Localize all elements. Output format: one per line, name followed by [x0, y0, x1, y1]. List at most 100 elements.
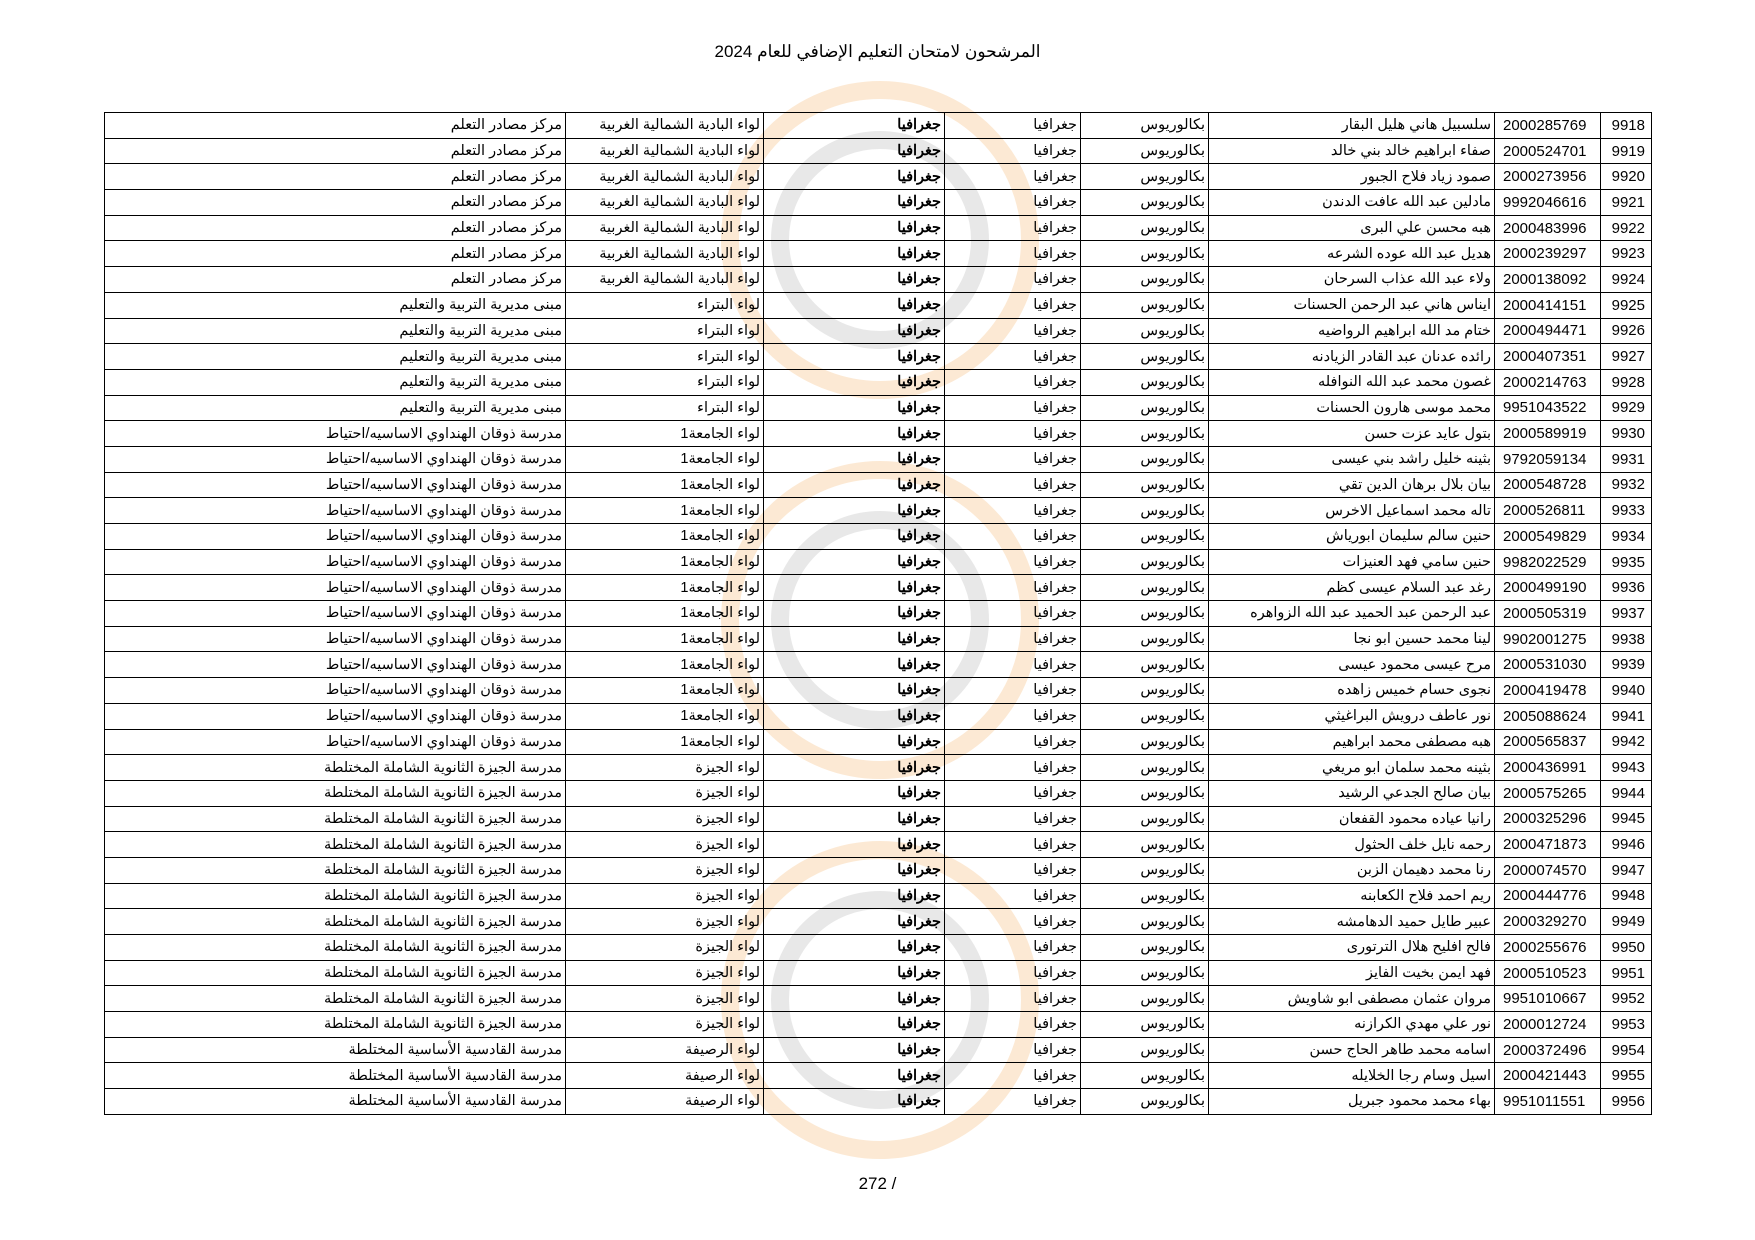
candidate-name-cell: مرح عيسى محمود عيسى — [1208, 651, 1495, 679]
table-row: 9954 2000372496 اسامه محمد طاهر الحاج حسن ب… — [104, 1036, 1652, 1064]
major-cell: جغرافيا — [944, 959, 1081, 987]
table-row: 9943 2000436991 بثينه محمد سلمان ابو مريغي… — [104, 754, 1652, 781]
exam-subject-cell: جغرافيا — [763, 934, 945, 961]
table-row: 9948 2000444776 ريم احمد فلاح الكعابنه بكال… — [104, 882, 1652, 910]
district-cell: لواء الجامعة1 — [565, 728, 764, 756]
exam-center-cell: مدرسة القادسية الأساسية المختلطة — [104, 1036, 566, 1064]
major-cell: جغرافيا — [944, 394, 1081, 422]
national-id-cell: 9951011551 — [1494, 1088, 1601, 1115]
table-row: 9953 2000012724 نور علي مهدي الكرازنه بكالو… — [104, 1011, 1652, 1038]
major-cell: جغرافيا — [944, 779, 1081, 807]
row-number-cell: 9936 — [1600, 574, 1652, 602]
exam-subject-cell: جغرافيا — [763, 805, 945, 833]
national-id-cell: 2000549829 — [1494, 523, 1601, 550]
exam-subject-cell: جغرافيا — [763, 754, 945, 781]
exam-center-cell: مدرسة الجيزة الثانوية الشاملة المختلطة — [104, 1011, 566, 1038]
row-number-cell: 9931 — [1600, 445, 1652, 473]
district-cell: لواء الرصيفة — [565, 1062, 764, 1090]
district-cell: لواء الجيزة — [565, 908, 764, 935]
degree-cell: بكالوريوس — [1080, 677, 1209, 704]
table-row: 9936 2000499190 رغد عبد السلام عيسى كظم بكا… — [104, 574, 1652, 602]
district-cell: لواء البتراء — [565, 368, 764, 396]
district-cell: لواء الجامعة1 — [565, 548, 764, 576]
district-cell: لواء الجامعة1 — [565, 600, 764, 627]
major-cell: جغرافيا — [944, 728, 1081, 756]
degree-cell: بكالوريوس — [1080, 548, 1209, 576]
exam-center-cell: مركز مصادر التعلم — [104, 266, 566, 293]
national-id-cell: 2000510523 — [1494, 959, 1601, 987]
degree-cell: بكالوريوس — [1080, 1011, 1209, 1038]
district-cell: لواء البادية الشمالية الغربية — [565, 137, 764, 165]
degree-cell: بكالوريوس — [1080, 1036, 1209, 1064]
exam-center-cell: مدرسة الجيزة الثانوية الشاملة المختلطة — [104, 882, 566, 910]
exam-center-cell: مدرسة ذوقان الهنداوي الاساسيه/احتياط — [104, 600, 566, 627]
candidate-name-cell: مادلين عبد الله عافت الدندن — [1208, 189, 1495, 216]
exam-subject-cell: جغرافيا — [763, 240, 945, 268]
exam-subject-cell: جغرافيا — [763, 471, 945, 499]
national-id-cell: 2000524701 — [1494, 137, 1601, 165]
exam-subject-cell: جغرافيا — [763, 651, 945, 679]
row-number-cell: 9940 — [1600, 677, 1652, 704]
table-row: 9927 2000407351 رائده عدنان عبد القادر الز… — [104, 343, 1652, 370]
candidate-name-cell: نور علي مهدي الكرازنه — [1208, 1011, 1495, 1038]
document-title-text: المرشحون لامتحان التعليم الإضافي للعام 2… — [714, 42, 1041, 61]
table-row: 9937 2000505319 عبد الرحمن عبد الحميد عبد … — [104, 600, 1652, 627]
national-id-cell: 9992046616 — [1494, 189, 1601, 216]
national-id-cell: 2000548728 — [1494, 471, 1601, 499]
major-cell: جغرافيا — [944, 240, 1081, 268]
exam-center-cell: مركز مصادر التعلم — [104, 214, 566, 242]
degree-cell: بكالوريوس — [1080, 163, 1209, 191]
row-number-cell: 9937 — [1600, 600, 1652, 627]
exam-subject-cell: جغرافيا — [763, 882, 945, 910]
major-cell: جغرافيا — [944, 985, 1081, 1013]
degree-cell: بكالوريوس — [1080, 574, 1209, 602]
major-cell: جغرافيا — [944, 856, 1081, 884]
national-id-cell: 2000419478 — [1494, 677, 1601, 704]
major-cell: جغرافيا — [944, 548, 1081, 576]
district-cell: لواء الجيزة — [565, 754, 764, 781]
candidate-name-cell: عبير طايل حميد الدهامشه — [1208, 908, 1495, 935]
exam-subject-cell: جغرافيا — [763, 368, 945, 396]
degree-cell: بكالوريوس — [1080, 985, 1209, 1013]
candidate-name-cell: لينا محمد حسين ابو نجا — [1208, 625, 1495, 653]
major-cell: جغرافيا — [944, 445, 1081, 473]
table-row: 9932 2000548728 بيان بلال برهان الدين تقي ب… — [104, 471, 1652, 499]
major-cell: جغرافيا — [944, 343, 1081, 370]
exam-subject-cell: جغرافيا — [763, 1036, 945, 1064]
exam-subject-cell: جغرافيا — [763, 600, 945, 627]
district-cell: لواء الجيزة — [565, 805, 764, 833]
national-id-cell: 2000273956 — [1494, 163, 1601, 191]
table-row: 9923 2000239297 هديل عبد الله عوده الشرعه ب… — [104, 240, 1652, 268]
degree-cell: بكالوريوس — [1080, 625, 1209, 653]
candidate-name-cell: رائده عدنان عبد القادر الزيادنه — [1208, 343, 1495, 370]
row-number-cell: 9927 — [1600, 343, 1652, 370]
exam-subject-cell: جغرافيا — [763, 574, 945, 602]
exam-subject-cell: جغرافيا — [763, 291, 945, 319]
exam-center-cell: مدرسة ذوقان الهنداوي الاساسيه/احتياط — [104, 625, 566, 653]
exam-center-cell: مبنى مديرية التربية والتعليم — [104, 317, 566, 345]
table-row: 9939 2000531030 مرح عيسى محمود عيسى بكالوري… — [104, 651, 1652, 679]
candidate-name-cell: رنا محمد دهيمان الزبن — [1208, 856, 1495, 884]
row-number-cell: 9929 — [1600, 394, 1652, 422]
row-number-cell: 9941 — [1600, 702, 1652, 730]
district-cell: لواء الجيزة — [565, 934, 764, 961]
major-cell: جغرافيا — [944, 882, 1081, 910]
table-row: 9950 2000255676 فالح افليح هلال الترتورى بك… — [104, 934, 1652, 961]
table-row: 9940 2000419478 نجوى حسام خميس زاهده بكالور… — [104, 677, 1652, 704]
district-cell: لواء البادية الشمالية الغربية — [565, 240, 764, 268]
district-cell: لواء الجامعة1 — [565, 651, 764, 679]
exam-subject-cell: جغرافيا — [763, 779, 945, 807]
page-number: 272 / — [858, 1174, 897, 1193]
row-number-cell: 9938 — [1600, 625, 1652, 653]
national-id-cell: 2000414151 — [1494, 291, 1601, 319]
table-row: 9926 2000494471 ختام مد الله ابراهيم الروا… — [104, 317, 1652, 345]
candidate-name-cell: تاله محمد اسماعيل الاخرس — [1208, 497, 1495, 524]
district-cell: لواء البادية الشمالية الغربية — [565, 163, 764, 191]
exam-subject-cell: جغرافيا — [763, 625, 945, 653]
candidate-name-cell: عبد الرحمن عبد الحميد عبد الله الزواهره — [1208, 600, 1495, 627]
exam-center-cell: مدرسة الجيزة الثانوية الشاملة المختلطة — [104, 805, 566, 833]
degree-cell: بكالوريوس — [1080, 702, 1209, 730]
exam-subject-cell: جغرافيا — [763, 497, 945, 524]
national-id-cell: 9951043522 — [1494, 394, 1601, 422]
national-id-cell: 2000372496 — [1494, 1036, 1601, 1064]
